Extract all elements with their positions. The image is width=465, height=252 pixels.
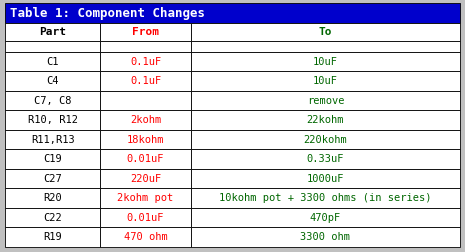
Text: R11,R13: R11,R13 — [31, 135, 74, 145]
Text: 220uF: 220uF — [130, 174, 161, 184]
Bar — [191, 91, 460, 110]
Text: C22: C22 — [43, 213, 62, 223]
Text: 10kohm pot + 3300 ohms (in series): 10kohm pot + 3300 ohms (in series) — [219, 193, 432, 203]
Bar — [191, 41, 460, 52]
Bar — [100, 110, 191, 130]
Text: 2kohm pot: 2kohm pot — [118, 193, 174, 203]
Text: remove: remove — [306, 96, 344, 106]
Text: 0.01uF: 0.01uF — [127, 213, 164, 223]
Text: 10uF: 10uF — [313, 76, 338, 86]
Text: To: To — [319, 27, 332, 37]
Text: 0.01uF: 0.01uF — [127, 154, 164, 164]
Bar — [100, 23, 191, 41]
Text: R19: R19 — [43, 232, 62, 242]
Bar — [100, 228, 191, 247]
Bar — [5, 110, 100, 130]
Text: C19: C19 — [43, 154, 62, 164]
Bar — [100, 169, 191, 188]
Text: 220kohm: 220kohm — [304, 135, 347, 145]
Text: C27: C27 — [43, 174, 62, 184]
Text: Part: Part — [39, 27, 66, 37]
Bar — [191, 110, 460, 130]
Bar — [100, 188, 191, 208]
Text: R10, R12: R10, R12 — [28, 115, 78, 125]
Text: From: From — [132, 27, 159, 37]
Bar — [100, 71, 191, 91]
Bar — [5, 91, 100, 110]
Bar — [191, 23, 460, 41]
Bar — [5, 208, 100, 228]
Text: 1000uF: 1000uF — [306, 174, 344, 184]
Text: 3300 ohm: 3300 ohm — [300, 232, 351, 242]
Bar — [191, 208, 460, 228]
Bar — [100, 130, 191, 149]
Bar — [100, 52, 191, 71]
Bar — [5, 228, 100, 247]
Bar — [5, 41, 100, 52]
Bar — [100, 41, 191, 52]
Bar — [5, 149, 100, 169]
Text: 10uF: 10uF — [313, 56, 338, 67]
Bar — [5, 23, 100, 41]
Text: 0.1uF: 0.1uF — [130, 56, 161, 67]
Bar — [5, 3, 460, 23]
Text: 22kohm: 22kohm — [306, 115, 344, 125]
Text: 0.1uF: 0.1uF — [130, 76, 161, 86]
Text: C1: C1 — [46, 56, 59, 67]
Text: 2kohm: 2kohm — [130, 115, 161, 125]
Text: 470pF: 470pF — [310, 213, 341, 223]
Bar — [191, 188, 460, 208]
Bar — [5, 188, 100, 208]
Text: C4: C4 — [46, 76, 59, 86]
Text: 0.33uF: 0.33uF — [306, 154, 344, 164]
Bar — [191, 149, 460, 169]
Text: R20: R20 — [43, 193, 62, 203]
Text: C7, C8: C7, C8 — [34, 96, 72, 106]
Bar — [191, 169, 460, 188]
Bar — [100, 208, 191, 228]
Bar — [100, 149, 191, 169]
Bar — [191, 228, 460, 247]
Bar — [191, 130, 460, 149]
Text: 18kohm: 18kohm — [127, 135, 164, 145]
Bar — [5, 169, 100, 188]
Text: Table 1: Component Changes: Table 1: Component Changes — [10, 7, 205, 19]
Bar — [191, 71, 460, 91]
Bar — [100, 91, 191, 110]
Bar — [191, 52, 460, 71]
Bar — [5, 71, 100, 91]
Bar — [5, 52, 100, 71]
Bar — [5, 130, 100, 149]
Text: 470 ohm: 470 ohm — [124, 232, 167, 242]
